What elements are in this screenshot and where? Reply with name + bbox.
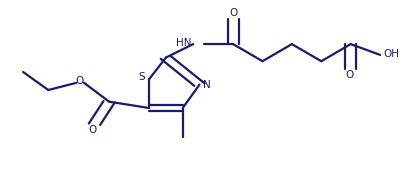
Text: HN: HN: [176, 38, 192, 48]
Text: O: O: [345, 70, 354, 80]
Text: N: N: [203, 80, 211, 90]
Text: O: O: [88, 125, 97, 135]
Text: OH: OH: [384, 49, 400, 59]
Text: O: O: [76, 76, 84, 86]
Text: S: S: [138, 72, 145, 82]
Text: O: O: [229, 8, 237, 18]
